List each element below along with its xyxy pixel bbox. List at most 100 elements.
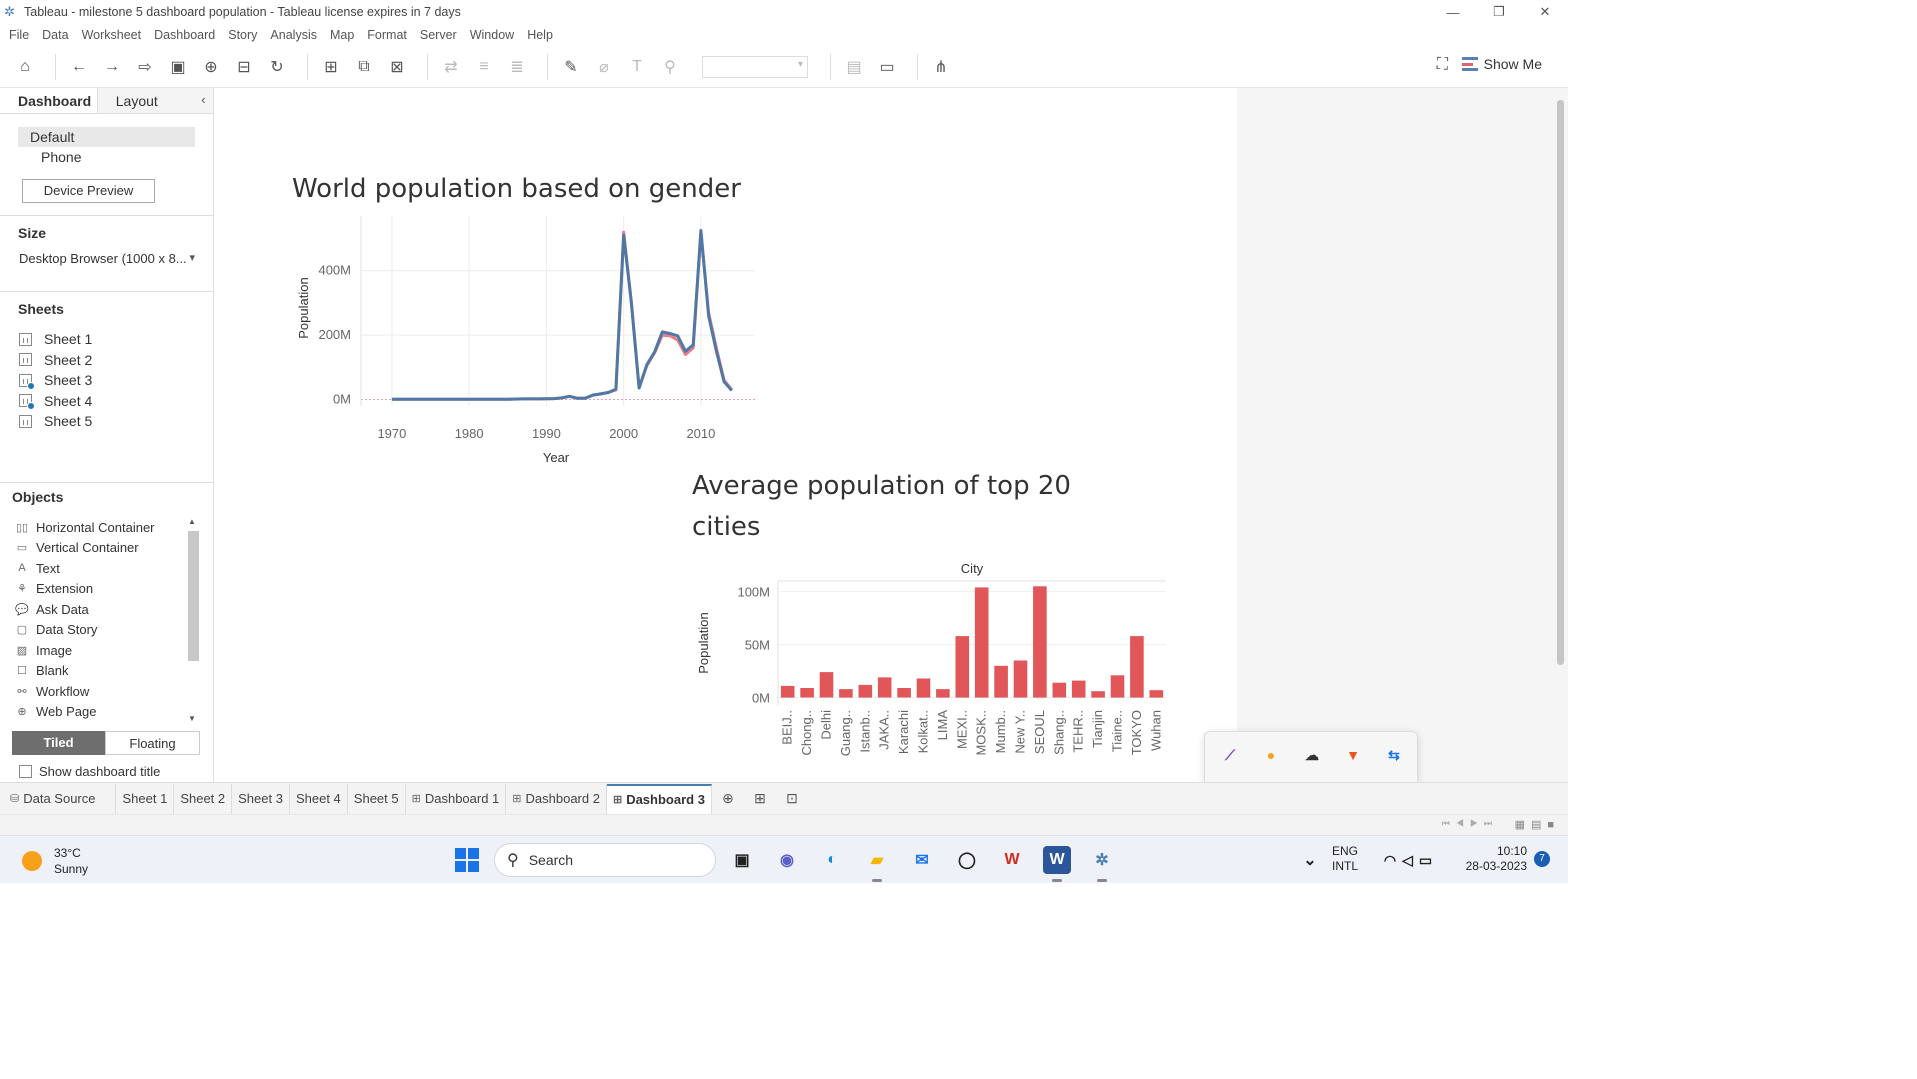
collapse-panel-icon[interactable]: ‹ (193, 88, 213, 113)
new-data-source-icon[interactable]: ⊕ (204, 58, 218, 76)
clock[interactable]: 10:10 28-03-2023 (1461, 844, 1527, 874)
sync-app-icon[interactable]: ⇆ (1388, 746, 1400, 763)
sheet-item[interactable]: Sheet 4 (0, 391, 213, 412)
highlight-icon[interactable]: ✎ (564, 58, 578, 76)
redo-icon[interactable]: → (104, 57, 120, 75)
object-web-page[interactable]: ⊕ Web Page (0, 702, 213, 723)
replay-icon[interactable]: ⇨ (138, 58, 152, 76)
taskbar-search[interactable]: ⚲ Search (494, 843, 716, 877)
group-icon[interactable]: ⌀ (599, 58, 609, 76)
object-text[interactable]: A Text (0, 558, 213, 579)
sort-ascending-icon[interactable]: ≡ (479, 57, 489, 75)
sheet-pager-icons[interactable]: ⏮◀▶⏭ (1441, 818, 1498, 828)
presenter-icon[interactable]: ⛶ (1436, 56, 1448, 73)
line-chart[interactable]: 1970 1980 1990 2000 2010 0M 200M 400M Year Popula… (215, 88, 1237, 782)
new-dashboard-icon[interactable]: ⊞ (754, 790, 766, 806)
refresh-icon[interactable]: ↻ (270, 58, 284, 76)
edge-icon[interactable]: ◐ (827, 851, 837, 868)
device-phone[interactable]: Phone (41, 149, 82, 165)
undo-icon[interactable]: ← (71, 57, 87, 75)
close-button[interactable]: ✕ (1539, 4, 1551, 19)
sheet-tab[interactable]: Sheet 3 (232, 783, 290, 814)
word-icon[interactable]: W (1043, 846, 1071, 882)
notification-badge[interactable]: 7 (1534, 851, 1550, 867)
show-me-button[interactable]: Show Me (1461, 56, 1542, 72)
tiled-button[interactable]: Tiled (12, 731, 105, 755)
start-button[interactable] (455, 848, 479, 872)
menu-window[interactable]: Window (469, 28, 515, 42)
wps-office-icon[interactable]: W (1004, 851, 1020, 868)
menu-story[interactable]: Story (228, 28, 258, 42)
view-mode-icons[interactable]: ▦▤■ (1514, 819, 1560, 831)
size-select[interactable]: Desktop Browser (1000 x 8... (18, 251, 195, 266)
tab-dashboard[interactable]: Dashboard (0, 88, 97, 113)
clear-sheet-icon[interactable]: ⊠ (390, 58, 404, 76)
home-icon[interactable]: ⌂ (20, 57, 30, 75)
share-icon[interactable]: ⋔ (934, 58, 948, 76)
sheet-tab[interactable]: Sheet 5 (348, 783, 406, 814)
fit-select[interactable] (702, 55, 808, 78)
show-dashboard-title-option[interactable]: Show dashboard title (19, 764, 213, 779)
floating-button[interactable]: Floating (105, 731, 200, 755)
network-volume-battery-icons[interactable]: ◠◁▭ (1383, 851, 1439, 868)
menu-analysis[interactable]: Analysis (270, 28, 317, 42)
object-ask-data[interactable]: 💬 Ask Data (0, 599, 213, 620)
data-source-tab[interactable]: ⛁ Data Source (0, 783, 117, 814)
bar-chart[interactable]: City 0M 50M 100M Population BEIJ.. Chong.. Delh… (215, 88, 1237, 782)
task-view-icon[interactable]: ▣ (734, 852, 750, 869)
scrollbar-thumb[interactable] (188, 531, 199, 661)
object-horizontal-container[interactable]: ▯▯ Horizontal Container (0, 517, 213, 538)
onedrive-offline-icon[interactable]: ☁ (1305, 746, 1319, 763)
tab-layout[interactable]: Layout (96, 88, 194, 113)
pause-updates-icon[interactable]: ⊟ (237, 58, 251, 76)
menu-map[interactable]: Map (329, 28, 355, 42)
object-extension[interactable]: ⚘ Extension (0, 579, 213, 600)
mail-icon[interactable]: ✉ (915, 852, 929, 869)
object-vertical-container[interactable]: ▭ Vertical Container (0, 538, 213, 559)
sheet-tab[interactable]: Sheet 2 (174, 783, 233, 814)
duplicate-sheet-icon[interactable]: ⧉ (358, 57, 370, 75)
weather-widget[interactable]: 33°C Sunny (22, 845, 88, 877)
object-blank[interactable]: ☐ Blank (0, 661, 213, 682)
menu-file[interactable]: File (9, 28, 30, 42)
menu-format[interactable]: Format (367, 28, 407, 42)
teams-chat-icon[interactable]: ◉ (780, 852, 794, 869)
object-workflow[interactable]: ⚯ Workflow (0, 681, 213, 702)
menu-server[interactable]: Server (419, 28, 457, 42)
vlc-icon[interactable]: ▼ (1346, 747, 1360, 763)
new-story-icon[interactable]: ⊡ (786, 790, 798, 806)
sort-descending-icon[interactable]: ≣ (510, 58, 524, 76)
dashboard-tab[interactable]: ⊞ Dashboard 2 (506, 783, 607, 814)
file-explorer-icon[interactable]: ▰ (863, 846, 891, 882)
menu-data[interactable]: Data (42, 28, 69, 42)
pin-icon[interactable]: ⚲ (664, 58, 676, 76)
labels-icon[interactable]: T (632, 57, 642, 75)
sheet-item[interactable]: Sheet 3 (0, 370, 213, 391)
sun-app-icon[interactable]: ● (1266, 747, 1276, 763)
swap-icon[interactable]: ⇄ (444, 58, 458, 76)
canvas-scrollbar[interactable] (1557, 100, 1564, 665)
show-cards-icon[interactable]: ▤ (846, 58, 862, 76)
presentation-mode-icon[interactable]: ▭ (879, 58, 895, 76)
sheet-item[interactable]: Sheet 2 (0, 350, 213, 371)
object-image[interactable]: ▨ Image (0, 640, 213, 661)
objects-scrollbar[interactable]: ▲ ▼ (186, 517, 200, 723)
sheet-tab[interactable]: Sheet 1 (116, 783, 175, 814)
language-indicator[interactable]: ENG INTL (1332, 844, 1358, 874)
menu-help[interactable]: Help (527, 28, 553, 42)
device-default[interactable]: Default (18, 127, 195, 147)
sheet-tab[interactable]: Sheet 4 (290, 783, 348, 814)
dell-icon[interactable]: ◯ (958, 852, 976, 869)
tray-chevron-icon[interactable]: ⌄ (1303, 852, 1317, 869)
dashboard-tab[interactable]: ⊞ Dashboard 1 (406, 783, 507, 814)
dashboard-tab-active[interactable]: ⊞ Dashboard 3 (606, 783, 712, 814)
minimize-button[interactable]: — (1446, 4, 1460, 20)
sheet-item[interactable]: Sheet 5 (0, 411, 213, 432)
object-data-story[interactable]: ▢ Data Story (0, 620, 213, 641)
scroll-down-icon[interactable]: ▼ (188, 714, 196, 723)
save-icon[interactable]: ▣ (170, 58, 186, 76)
pen-app-icon[interactable]: ⟋ (1225, 746, 1235, 763)
new-worksheet-icon[interactable]: ⊞ (324, 58, 338, 76)
device-preview-button[interactable]: Device Preview (22, 179, 155, 203)
restore-button[interactable]: ❐ (1493, 4, 1505, 19)
